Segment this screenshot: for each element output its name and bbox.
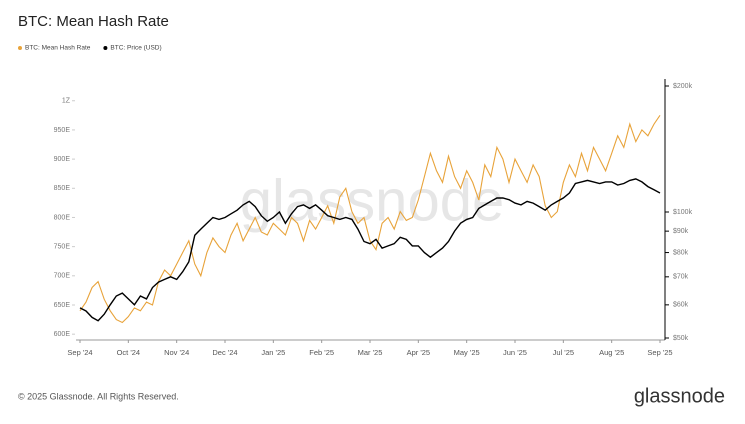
x-tick-label: Oct '24 <box>117 348 141 357</box>
y-tick-label: 1Z <box>62 98 71 105</box>
series-line <box>79 178 661 322</box>
series-line <box>79 114 661 324</box>
y2-tick-label: $200k <box>673 83 693 90</box>
chart-title: BTC: Mean Hash Rate <box>18 13 169 30</box>
y2-tick-label: $90k <box>673 228 689 235</box>
y-tick-label: 650E <box>54 302 71 309</box>
y-tick-label: 600E <box>54 331 71 338</box>
y-tick-label: 900E <box>54 156 71 163</box>
x-tick-label: Dec '24 <box>212 348 237 357</box>
x-tick-label: Jan '25 <box>261 348 285 357</box>
y-tick-label: 750E <box>54 243 71 250</box>
y-tick-label: 850E <box>54 185 71 192</box>
y2-tick-label: $60k <box>673 302 689 309</box>
y-tick-label: 700E <box>54 273 71 280</box>
y2-tick-label: $70k <box>673 274 689 281</box>
legend-swatch <box>103 46 108 50</box>
x-tick-label: Feb '25 <box>309 348 334 357</box>
x-tick-label: Jul '25 <box>553 348 574 357</box>
x-tick-label: Aug '25 <box>599 348 624 357</box>
y2-tick-label: $50k <box>673 335 689 342</box>
y2-tick-label: $80k <box>673 249 689 256</box>
y-tick-label: 800E <box>54 214 71 221</box>
x-tick-label: Sep '25 <box>647 348 672 357</box>
legend-swatch <box>18 46 22 50</box>
x-tick-label: Mar '25 <box>358 348 383 357</box>
watermark: glassnode <box>240 168 504 233</box>
x-tick-label: Nov '24 <box>164 348 189 357</box>
x-tick-label: Apr '25 <box>407 348 431 357</box>
footer: © 2025 Glassnode. All Rights Reserved. <box>18 391 179 401</box>
legend-label: BTC: Price (USD) <box>110 45 161 52</box>
x-tick-label: Sep '24 <box>67 348 92 357</box>
y2-tick-label: $100k <box>673 209 693 216</box>
brand-logo: glassnode <box>634 385 725 407</box>
legend-label: BTC: Mean Hash Rate <box>25 45 91 52</box>
x-tick-label: May '25 <box>454 348 480 357</box>
x-tick-label: Jun '25 <box>503 348 527 357</box>
y-tick-label: 950E <box>54 127 71 134</box>
